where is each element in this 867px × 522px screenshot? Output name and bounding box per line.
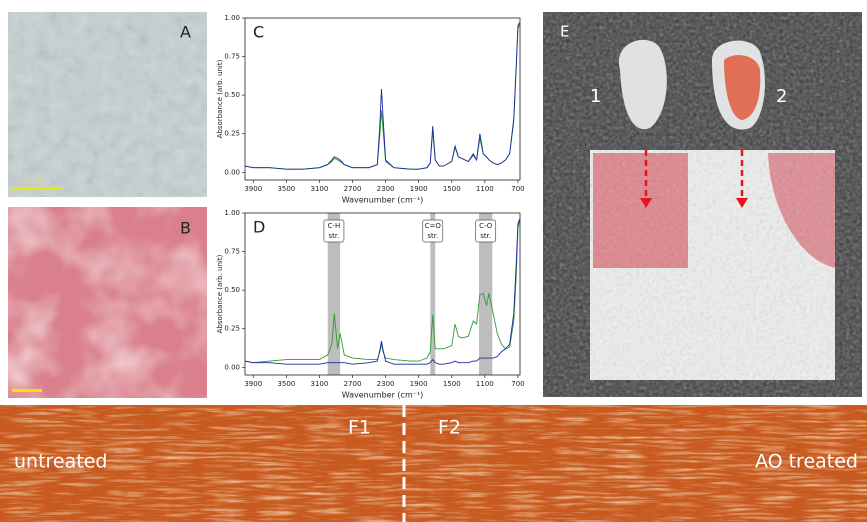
label: F2	[438, 417, 461, 439]
x-tick-label: 1100	[476, 380, 494, 388]
y-tick-label: 0.25	[224, 325, 240, 333]
band-label: str.	[328, 232, 339, 240]
texture	[590, 150, 835, 380]
x-tick-label: 1900	[410, 380, 428, 388]
texture	[8, 12, 207, 197]
panel-label: E	[560, 23, 569, 41]
label: untreated	[14, 451, 107, 473]
y-tick-label: 0.00	[224, 168, 240, 176]
item-label: 1	[590, 86, 601, 107]
y-tick-label: 0.75	[224, 53, 240, 61]
x-tick-label: 1100	[476, 185, 494, 193]
x-tick-label: 700	[511, 380, 524, 388]
x-tick-label: 2300	[377, 380, 395, 388]
panel-label: A	[180, 23, 191, 42]
y-tick-label: 0.50	[224, 286, 240, 294]
band-label: str.	[427, 232, 438, 240]
band-label: C-H	[328, 222, 341, 230]
x-tick-label: 3100	[311, 185, 329, 193]
x-tick-label: 1500	[443, 380, 461, 388]
y-tick-label: 0.75	[224, 248, 240, 256]
x-tick-label: 2300	[377, 185, 395, 193]
x-tick-label: 3100	[311, 380, 329, 388]
y-axis-title: Absorbance (arb. unit)	[216, 59, 224, 138]
x-tick-label: 700	[511, 185, 524, 193]
label: F1	[348, 417, 371, 439]
y-tick-label: 0.00	[224, 363, 240, 371]
scale-bar-label: 500μm	[23, 179, 44, 186]
x-tick-label: 3500	[277, 380, 295, 388]
panel-label: D	[253, 218, 265, 237]
y-tick-label: 0.25	[224, 130, 240, 138]
x-tick-label: 2700	[344, 380, 362, 388]
band-label: str.	[480, 232, 491, 240]
scale-bar	[12, 389, 42, 392]
scale-bar	[12, 187, 62, 190]
y-tick-label: 0.50	[224, 91, 240, 99]
y-tick-label: 1.00	[224, 209, 240, 217]
band-label: C=O	[425, 222, 442, 230]
x-tick-label: 1500	[443, 185, 461, 193]
x-tick-label: 2700	[344, 185, 362, 193]
band-label: C-O	[479, 222, 493, 230]
x-axis-title: Wavenumber (cm⁻¹)	[342, 391, 424, 400]
x-axis-title: Wavenumber (cm⁻¹)	[342, 196, 424, 205]
x-tick-label: 1900	[410, 185, 428, 193]
panel-label: C	[253, 23, 264, 42]
y-tick-label: 1.00	[224, 14, 240, 22]
item-label: 2	[776, 86, 787, 107]
figure: A 500μm B E 1 2 untreated F1 F2 AO treat…	[0, 0, 867, 522]
y-axis-title: Absorbance (arb. unit)	[216, 254, 224, 333]
fiber-texture	[0, 405, 867, 522]
x-tick-label: 3500	[277, 185, 295, 193]
x-tick-label: 3900	[244, 380, 262, 388]
x-tick-label: 3900	[244, 185, 262, 193]
stain-texture	[8, 207, 207, 398]
label: AO treated	[755, 451, 858, 473]
panel-label: B	[180, 219, 191, 238]
plot-area	[245, 18, 520, 180]
